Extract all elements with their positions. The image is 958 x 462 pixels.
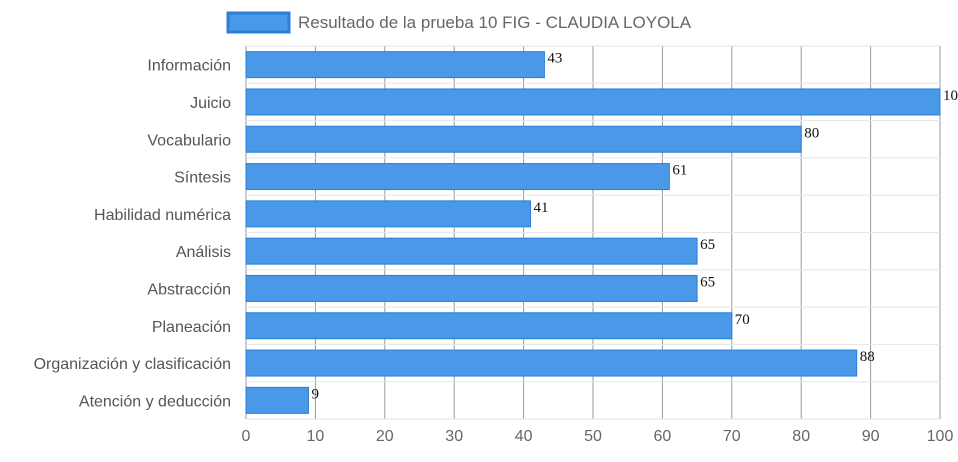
x-tick-label: 20 (376, 428, 394, 445)
legend[interactable]: Resultado de la prueba 10 FIG - CLAUDIA … (226, 11, 692, 34)
bar[interactable] (245, 51, 545, 79)
data-label: 100 (943, 88, 958, 104)
data-label: 61 (672, 163, 687, 179)
category-label: Organización y clasificación (34, 356, 231, 373)
bar[interactable] (245, 274, 698, 302)
bar[interactable] (245, 349, 858, 377)
data-label: 65 (700, 237, 715, 253)
x-tick-label: 70 (723, 428, 741, 445)
x-tick-label: 10 (307, 428, 325, 445)
data-label: 9 (311, 386, 319, 402)
data-label: 41 (534, 200, 549, 216)
bar[interactable] (245, 125, 802, 153)
x-tick-label: 90 (862, 428, 880, 445)
data-label: 70 (735, 312, 750, 328)
bar[interactable] (245, 163, 670, 191)
category-label: Planeación (152, 319, 231, 336)
bar[interactable] (245, 237, 698, 265)
bar[interactable] (245, 312, 733, 340)
category-label: Atención y deducción (79, 393, 231, 410)
category-label: Abstracción (147, 281, 231, 298)
bar[interactable] (245, 88, 941, 116)
category-label: Análisis (176, 244, 231, 261)
category-label: Vocabulario (147, 132, 231, 149)
x-tick-label: 30 (445, 428, 463, 445)
x-tick-label: 80 (792, 428, 810, 445)
data-label: 65 (700, 274, 715, 290)
x-tick-label: 0 (242, 428, 251, 445)
data-labels: 43 100 80 61 41 65 65 70 88 9 (311, 51, 958, 403)
x-tick-label: 60 (654, 428, 672, 445)
data-label: 80 (804, 125, 819, 141)
category-label: Síntesis (174, 170, 231, 187)
category-labels: Información Juicio Vocabulario Síntesis Habi… (34, 58, 232, 411)
x-tick-label: 40 (515, 428, 533, 445)
category-label: Habilidad numérica (94, 207, 231, 224)
category-label: Información (147, 58, 231, 75)
x-tick-label: 100 (927, 428, 954, 445)
bar[interactable] (245, 200, 532, 228)
data-label: 88 (860, 349, 875, 365)
data-label: 43 (547, 51, 562, 67)
category-label: Juicio (190, 95, 231, 112)
bars (245, 51, 941, 414)
legend-label[interactable]: Resultado de la prueba 10 FIG - CLAUDIA … (298, 13, 692, 32)
legend-swatch[interactable] (226, 11, 291, 34)
bar[interactable] (245, 386, 309, 414)
x-axis: 0 10 20 30 40 50 60 70 80 90 100 (242, 428, 954, 445)
x-tick-label: 50 (584, 428, 602, 445)
